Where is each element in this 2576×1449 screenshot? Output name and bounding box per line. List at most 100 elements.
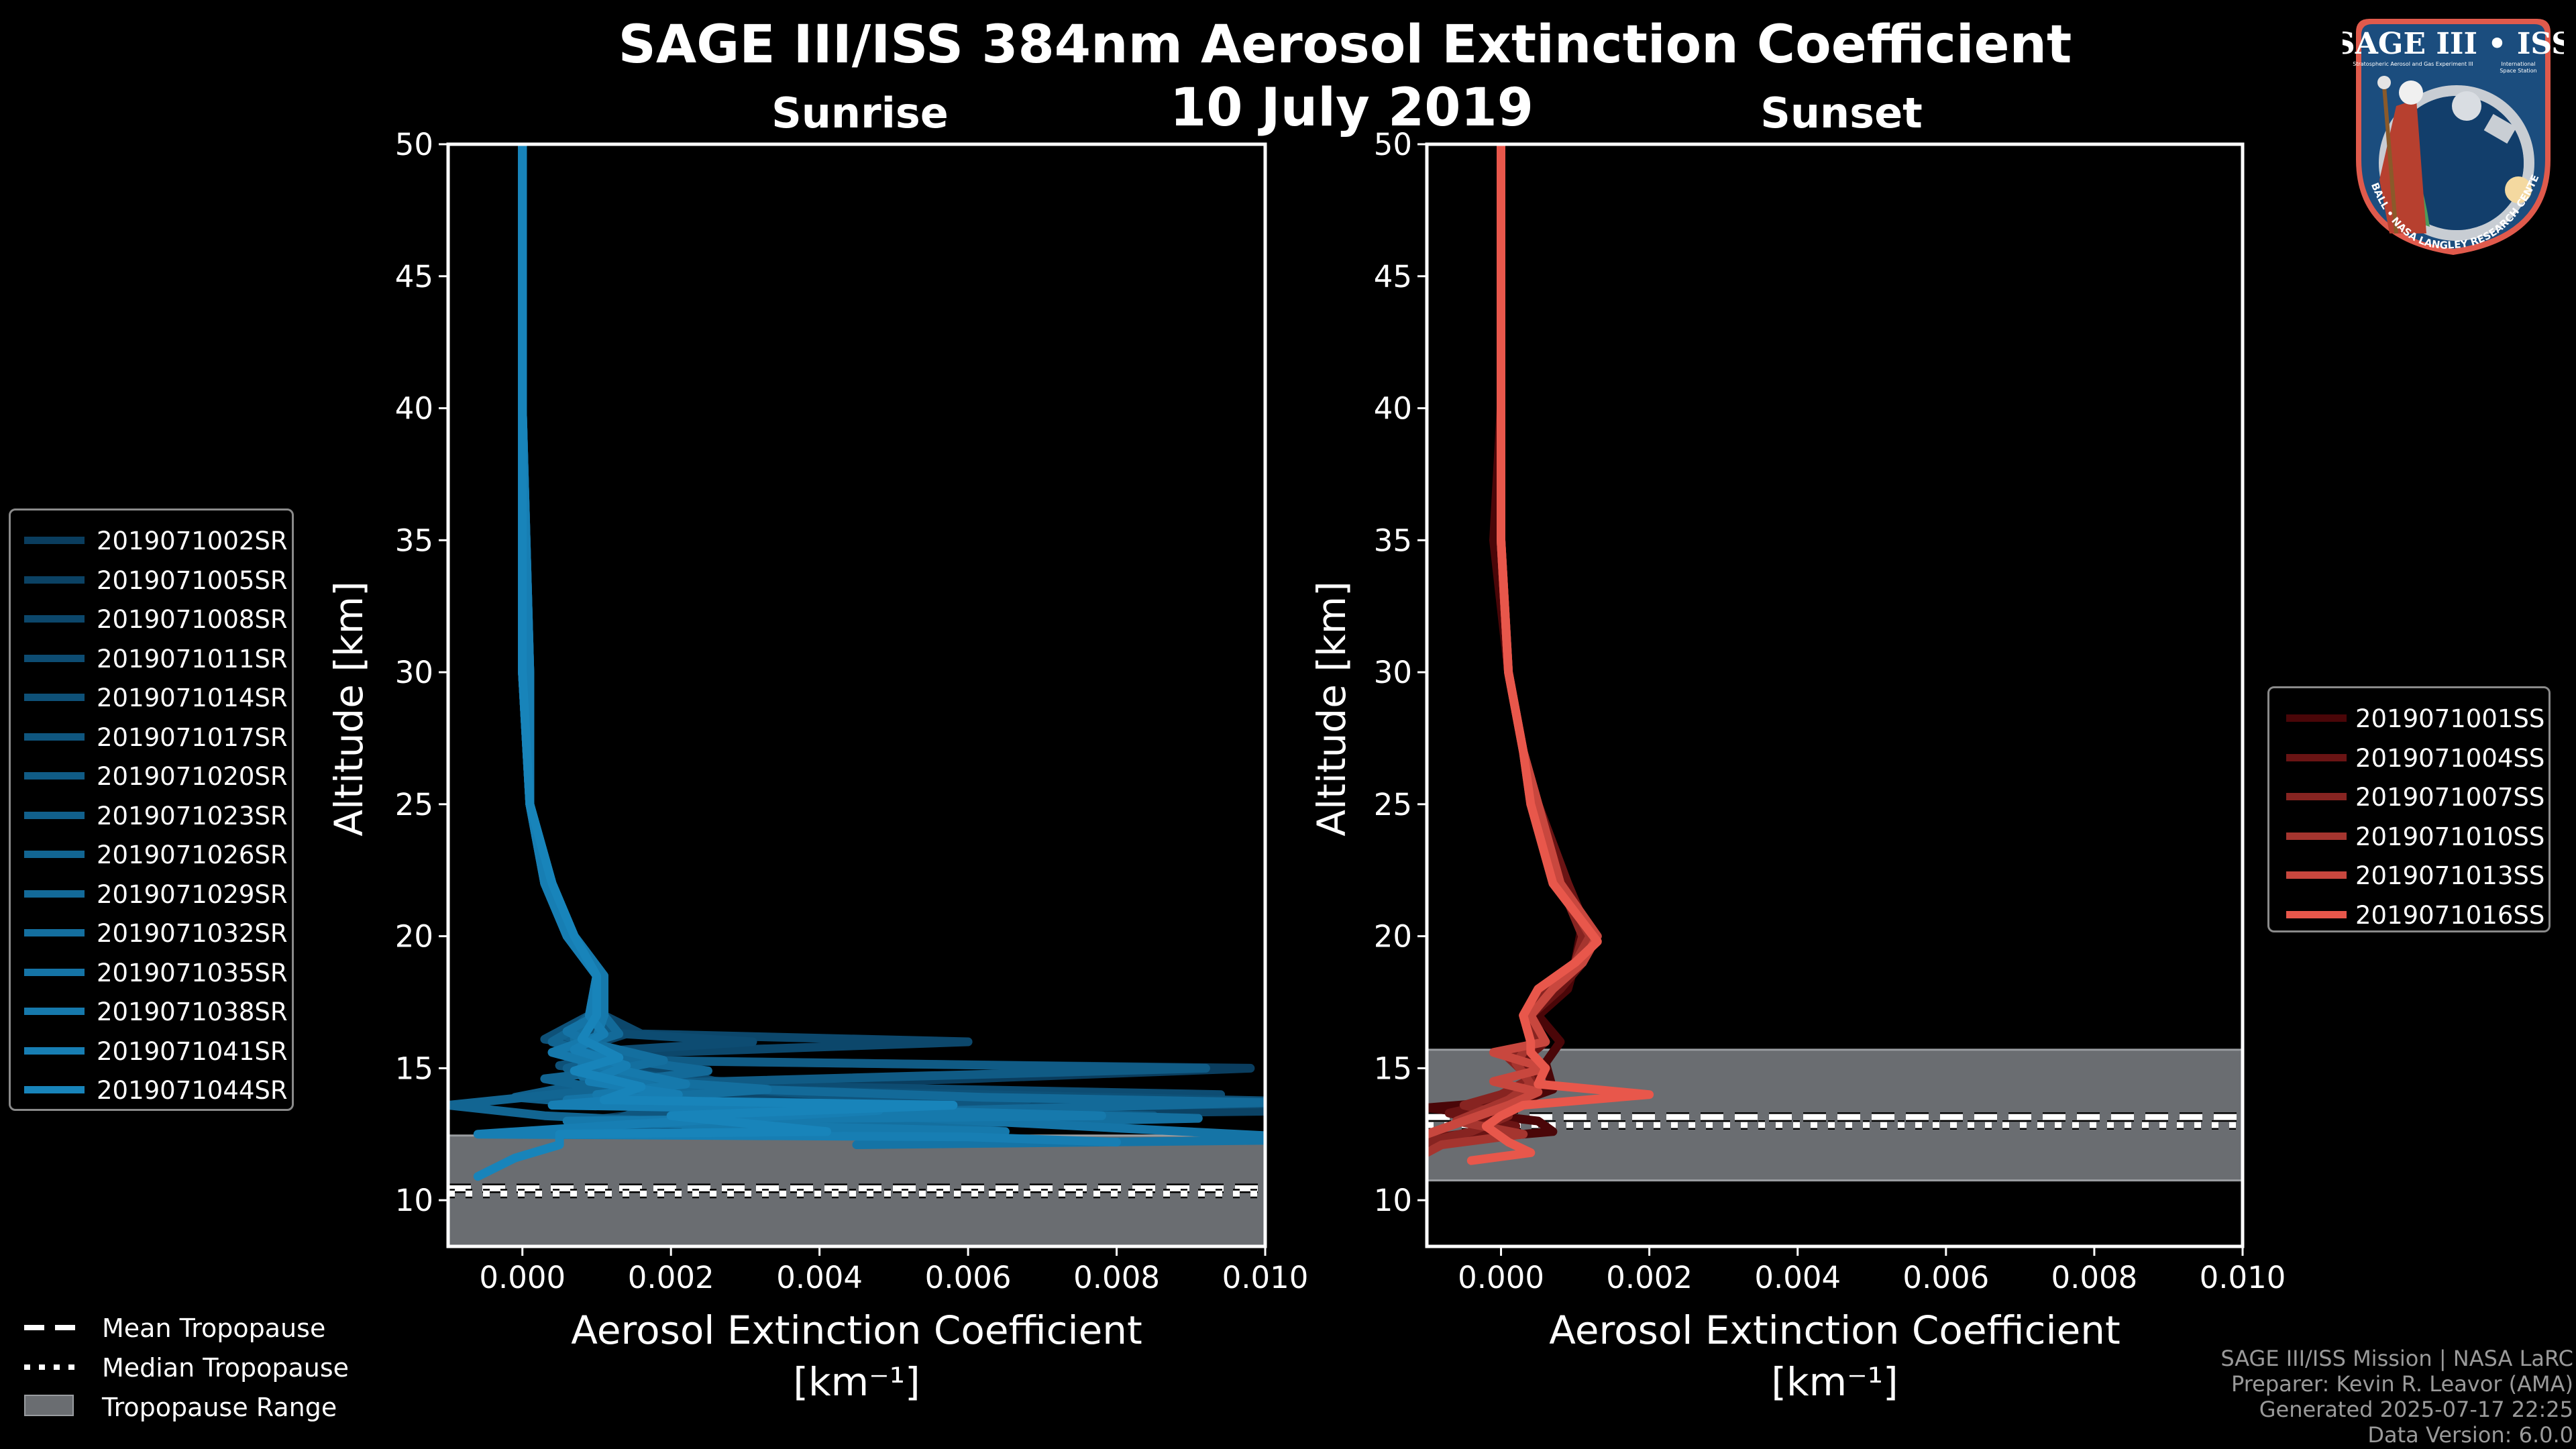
legend-line-swatch-icon: [24, 811, 85, 819]
y-tick-label: 40: [395, 391, 433, 427]
y-tick-label: 20: [1374, 919, 1412, 955]
x-axis-label: Aerosol Extinction Coefficient: [571, 1307, 1142, 1353]
y-tick-label: 50: [1374, 127, 1412, 162]
legend-line-swatch-icon: [24, 576, 85, 584]
y-tick-label: 25: [395, 787, 433, 822]
figure-title: SAGE III/ISS 384nm Aerosol Extinction Co…: [618, 15, 2072, 75]
profile-line-2019071016SS: [1466, 144, 1654, 1165]
band-swatch-icon: [24, 1395, 74, 1416]
legend-line-swatch-icon: [24, 654, 85, 662]
credits: SAGE III/ISS Mission | NASA LaRC Prepare…: [2220, 1346, 2573, 1448]
svg-text:Space Station: Space Station: [2500, 68, 2536, 74]
legend-label: 2019071007SS: [2355, 783, 2545, 812]
profile-line-2019071044SR: [473, 144, 958, 1181]
legend-line-swatch-icon: [24, 694, 85, 701]
legend-line-swatch-icon: [24, 968, 85, 976]
legend-label: 2019071035SR: [97, 958, 288, 987]
y-tick-label: 30: [395, 655, 433, 690]
x-tick-label: 0.004: [1754, 1260, 1841, 1295]
y-tick-label: 20: [395, 919, 433, 955]
profile-line-2019071041SR: [473, 144, 1121, 1147]
legend-item: 2019071020SR: [11, 757, 292, 796]
x-axis-label: Aerosol Extinction Coefficient: [1549, 1307, 2121, 1353]
legend-line-swatch-icon: [2286, 871, 2347, 879]
legend-label: 2019071001SS: [2355, 704, 2545, 733]
legend-label: 2019071026SR: [97, 841, 288, 869]
legend-item: 2019071044SR: [11, 1071, 292, 1110]
legend-item: 2019071035SR: [11, 953, 292, 992]
legend-line-swatch-icon: [24, 1086, 85, 1093]
x-tick-label: 0.006: [925, 1260, 1012, 1295]
legend-line-swatch-icon: [2286, 793, 2347, 800]
legend-item: 2019071004SS: [2269, 739, 2548, 777]
x-tick-label: 0.000: [479, 1260, 566, 1295]
profile-line-2019071014SR: [518, 144, 1265, 1131]
legend-label: 2019071008SR: [97, 605, 288, 634]
legend-item: 2019071002SR: [11, 521, 292, 560]
legend-label: 2019071032SR: [97, 919, 288, 948]
legend-label: 2019071020SR: [97, 762, 288, 791]
sunset-panel: 10 15 20 25 30 35 40 45 50 0.000 0.002 0.004 0.006 0.…: [1309, 127, 2286, 1405]
y-tick-label: 10: [395, 1183, 433, 1218]
y-axis-label: Altitude [km]: [1309, 581, 1354, 836]
y-tick-label: 15: [395, 1051, 433, 1086]
y-tick-label: 35: [1374, 523, 1412, 558]
credit-line: Preparer: Kevin R. Leavor (AMA): [2231, 1371, 2573, 1397]
legend-label: 2019071013SS: [2355, 861, 2545, 890]
profile-line-2019071020SR: [518, 144, 1210, 1131]
legend-label: 2019071010SS: [2355, 822, 2545, 851]
legend-label: 2019071011SR: [97, 644, 288, 674]
legend-line-swatch-icon: [24, 851, 85, 858]
x-tick-label: 0.006: [1902, 1260, 1989, 1295]
y-tick-label: 40: [1374, 391, 1412, 427]
legend-label: 2019071002SR: [97, 527, 288, 555]
y-tick-label: 50: [395, 127, 433, 162]
figure-date: 10 July 2019: [1169, 78, 1534, 138]
y-tick-label: 10: [1374, 1183, 1412, 1218]
legend-line-swatch-icon: [24, 772, 85, 780]
axes-frame: [1425, 142, 2245, 1248]
legend-item: 2019071029SR: [11, 875, 292, 914]
credit-line: SAGE III/ISS Mission | NASA LaRC: [2220, 1346, 2573, 1371]
legend-line-swatch-icon: [24, 1008, 85, 1015]
legend-item: 2019071038SR: [11, 992, 292, 1031]
x-axis-unit: [km⁻¹]: [793, 1359, 920, 1405]
y-axis-label: Altitude [km]: [326, 581, 372, 836]
legend-line-swatch-icon: [24, 537, 85, 544]
legend-item: 2019071005SR: [11, 561, 292, 600]
sunrise-legend: 2019071002SR 2019071005SR 2019071008SR 2019…: [9, 508, 294, 1111]
profile-line-2019071005SR: [518, 144, 1265, 1128]
legend-label: 2019071038SR: [97, 998, 288, 1026]
svg-text:International: International: [2501, 61, 2535, 67]
x-tick-label: 0.000: [1458, 1260, 1544, 1295]
profile-line-2019071011SR: [518, 144, 1226, 1136]
legend-line-swatch-icon: [24, 929, 85, 936]
axes-frame: [446, 142, 1267, 1248]
svg-text:SAGE III • ISS: SAGE III • ISS: [2343, 27, 2564, 61]
x-tick-label: 0.002: [1606, 1260, 1693, 1295]
legend-label: Tropopause Range: [102, 1393, 337, 1422]
profile-line-2019071026SR: [448, 144, 913, 1131]
legend-label: 2019071014SR: [97, 684, 288, 712]
legend-item: 2019071032SR: [11, 914, 292, 953]
x-tick-label: 0.004: [776, 1260, 863, 1295]
y-tick-label: 25: [1374, 787, 1412, 822]
legend-line-swatch-icon: [24, 1046, 85, 1055]
legend-label: 2019071044SR: [97, 1076, 288, 1105]
legend-label: 2019071023SR: [97, 801, 288, 830]
y-tick-label: 15: [1374, 1051, 1412, 1086]
legend-item: 2019071010SS: [2269, 817, 2548, 856]
credit-line: Generated 2025-07-17 22:25: [2259, 1397, 2573, 1422]
dashed-line-icon: [24, 1325, 78, 1330]
legend-line-swatch-icon: [2286, 832, 2347, 840]
y-tick-label: 45: [395, 259, 433, 294]
legend-label: 2019071004SS: [2355, 743, 2545, 773]
x-tick-label: 0.010: [1222, 1260, 1309, 1295]
y-tick-label: 35: [395, 523, 433, 558]
legend-item: 2019071014SR: [11, 678, 292, 717]
legend-label: 2019071041SR: [97, 1036, 288, 1066]
legend-item: 2019071007SS: [2269, 777, 2548, 816]
sunrise-panel: 10 15 20 25 30 35 40 45 50 0.000 0.002 0.004 0.006 0.…: [326, 127, 1309, 1405]
legend-line-swatch-icon: [2286, 753, 2347, 761]
legend-label: Mean Tropopause: [102, 1313, 326, 1343]
